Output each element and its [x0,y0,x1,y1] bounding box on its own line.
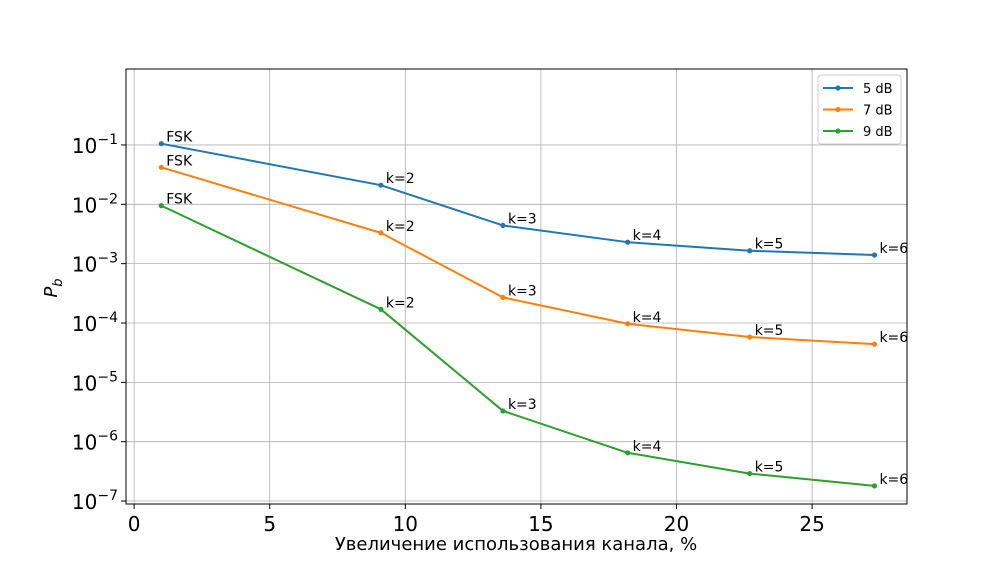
plot-frame [125,68,908,505]
y-axis-label-sub: b [51,278,66,286]
point-label: k=6 [879,241,908,257]
data-point [500,408,506,414]
point-label: k=2 [386,295,415,311]
data-point [625,239,631,245]
point-labels: FSK k=2 k=3 k=4 k=5 k=6 FSK k=2 k=3 k=4 k=5 k=6 FSK k… [166,130,908,488]
x-tick-label: 0 [128,512,141,536]
legend-box [817,74,902,145]
point-label: k=3 [508,397,537,413]
data-point [871,341,878,347]
point-label: k=4 [633,310,662,326]
data-point [871,483,878,489]
point-label: k=5 [755,323,784,339]
data-point [158,164,164,170]
legend-marker [835,106,841,113]
series-line [160,166,876,346]
y-tick-label: 10−3 [72,251,118,277]
series-line [160,142,876,256]
y-axis-label: Pb [41,278,66,297]
data-point [378,182,384,188]
data-point [871,252,878,258]
data-point [158,203,164,209]
x-tick-label: 15 [528,512,553,536]
x-tick-label: 5 [263,512,276,536]
legend-marker [835,85,841,91]
y-tick-label: 10−4 [72,310,118,336]
point-label: k=4 [633,228,662,244]
x-tick-label: 20 [664,512,689,536]
point-label: FSK [166,192,193,208]
y-tick-label: 10−5 [72,369,118,395]
y-tick-label: 10−2 [72,191,118,217]
data-point [625,321,631,327]
x-axis-label: Увеличение использования канала, % [335,534,697,555]
y-tick-label: 10−6 [72,429,118,455]
data-point [500,294,506,300]
data-point [500,222,506,229]
point-label: k=2 [386,219,415,235]
y-axis-label-main: P [41,287,62,298]
y-tick-label: 10−1 [72,132,118,158]
x-tick-label: 25 [799,512,824,536]
data-point [158,141,164,147]
point-label: k=3 [508,211,537,227]
y-tick-label: 10−7 [72,488,118,514]
legend-label: 9 dB [863,125,893,140]
point-label: k=2 [386,171,415,187]
legend: 5 dB 7 dB 9 dB [817,74,902,145]
point-label: k=6 [879,330,908,346]
axis-ticks: 0 5 10 15 20 25 10−1 10−2 10−3 10−4 10−5 10−6 10−7 [72,132,825,536]
legend-label: 5 dB [863,82,893,97]
series-line [160,204,876,487]
data-point [378,230,384,236]
grid [126,69,907,504]
point-label: k=3 [508,283,537,299]
point-label: k=6 [879,472,908,488]
legend-label: 7 dB [863,104,893,119]
legend-marker [835,128,841,134]
point-label: k=5 [755,237,784,253]
point-label: k=5 [755,460,784,476]
data-point [747,248,753,254]
data-point [747,470,753,477]
data-point [747,334,753,340]
data-point [625,450,631,456]
point-label: FSK [166,130,193,146]
series-lines [158,141,878,489]
point-label: FSK [166,153,193,169]
x-tick-label: 10 [393,512,418,536]
point-label: k=4 [633,439,662,455]
data-point [378,306,384,312]
